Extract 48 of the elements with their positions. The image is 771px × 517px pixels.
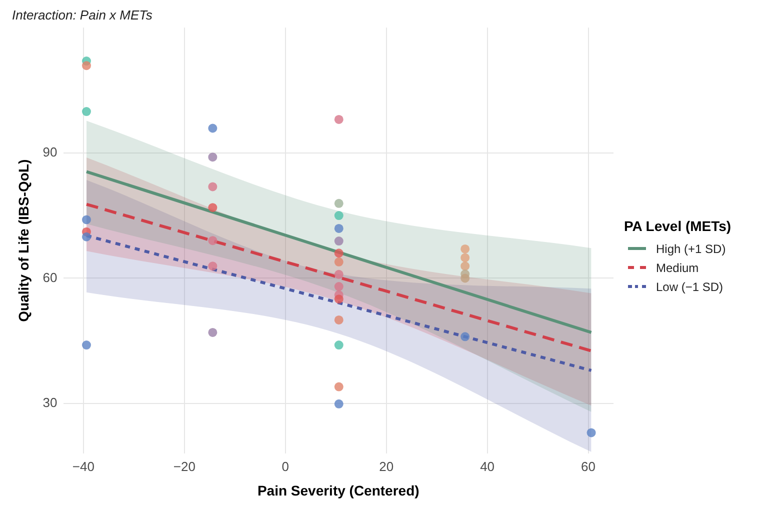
x-axis-title: Pain Severity (Centered) xyxy=(257,482,420,498)
point xyxy=(334,257,344,266)
point xyxy=(82,340,91,350)
point xyxy=(334,340,344,350)
point xyxy=(586,428,596,438)
point xyxy=(334,399,344,408)
point xyxy=(208,124,218,133)
point xyxy=(334,114,344,124)
point xyxy=(334,294,344,304)
x-tick-label: −20 xyxy=(173,458,196,474)
point xyxy=(334,282,344,292)
point xyxy=(460,332,470,342)
point xyxy=(334,236,344,246)
legend-label: Low (−1 SD) xyxy=(656,280,724,294)
point xyxy=(82,232,91,242)
point xyxy=(334,382,344,392)
chart-title: Interaction: Pain x METs xyxy=(12,7,153,22)
y-tick-label: 60 xyxy=(42,270,58,285)
point xyxy=(208,328,218,337)
point xyxy=(208,262,218,271)
point xyxy=(334,248,344,258)
point xyxy=(208,152,218,162)
point xyxy=(208,236,218,246)
point xyxy=(460,262,470,271)
point xyxy=(460,244,470,254)
point xyxy=(334,224,344,233)
y-tick-label: 30 xyxy=(42,395,58,410)
x-tick-label: 40 xyxy=(480,458,495,474)
x-tick-label: −40 xyxy=(72,458,94,474)
point xyxy=(334,270,344,279)
point xyxy=(334,211,344,220)
y-tick-label: 90 xyxy=(42,144,58,160)
point xyxy=(334,315,344,324)
x-tick-label: 0 xyxy=(282,458,289,474)
legend-title: PA Level (METs) xyxy=(624,218,732,234)
legend-label: High (+1 SD) xyxy=(656,242,726,256)
point xyxy=(208,182,218,192)
y-axis-title: Quality of Life (IBS-QoL) xyxy=(15,159,32,322)
point xyxy=(460,274,470,283)
point xyxy=(460,253,470,262)
point xyxy=(82,61,91,70)
point xyxy=(82,215,91,224)
legend-label: Medium xyxy=(656,260,699,274)
point xyxy=(82,107,91,116)
point xyxy=(208,203,218,212)
point xyxy=(334,198,344,208)
x-tick-label: 20 xyxy=(379,458,394,474)
x-tick-label: 60 xyxy=(581,458,596,474)
